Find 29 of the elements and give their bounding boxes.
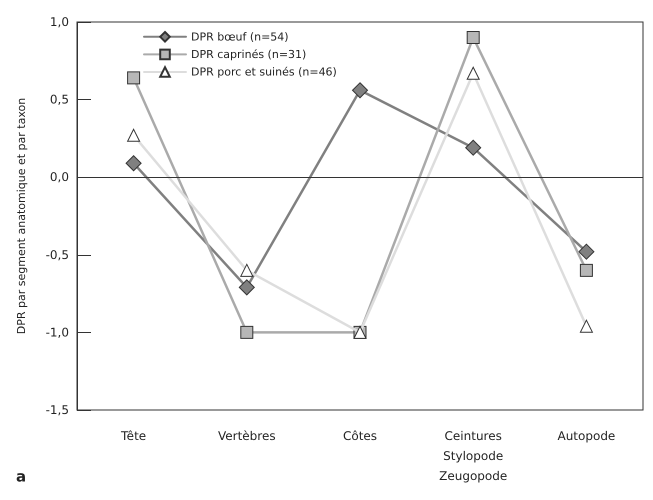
point: [127, 71, 140, 84]
y-tick-label: -1,5: [46, 403, 69, 417]
point: [126, 155, 142, 172]
y-tick-label: 0,5: [50, 92, 69, 107]
y-axis-title: DPR par segment anatomique et par taxon: [15, 98, 28, 334]
point: [580, 320, 593, 333]
point: [240, 264, 254, 277]
legend-label: DPR porc et suinés (n=46): [191, 66, 337, 78]
x-tick-label: Ceintures Stylopode Zeugopode: [439, 429, 508, 483]
point: [127, 128, 140, 142]
point: [238, 279, 255, 296]
text: a: [16, 468, 26, 486]
x-tick-label: Autopode: [557, 429, 616, 443]
point: [580, 264, 593, 277]
point: [465, 140, 482, 156]
point: [466, 66, 480, 80]
legend-label: DPR bœuf (n=54): [191, 30, 289, 44]
y-tick-label: 1,0: [50, 15, 69, 29]
x-tick-label: Côtes: [342, 429, 378, 443]
x-tick-label: Vertèbres: [218, 429, 276, 443]
point: [466, 31, 480, 44]
y-tick-label: -1,0: [46, 325, 69, 340]
legend-label: DPR caprinés (n=31): [191, 48, 306, 61]
point: [352, 82, 368, 98]
point: [578, 244, 594, 260]
y-tick-label: -0,5: [46, 248, 69, 262]
point: [240, 326, 254, 339]
y-tick-label: 0,0: [50, 170, 69, 184]
x-tick-label: Tête: [120, 429, 146, 443]
